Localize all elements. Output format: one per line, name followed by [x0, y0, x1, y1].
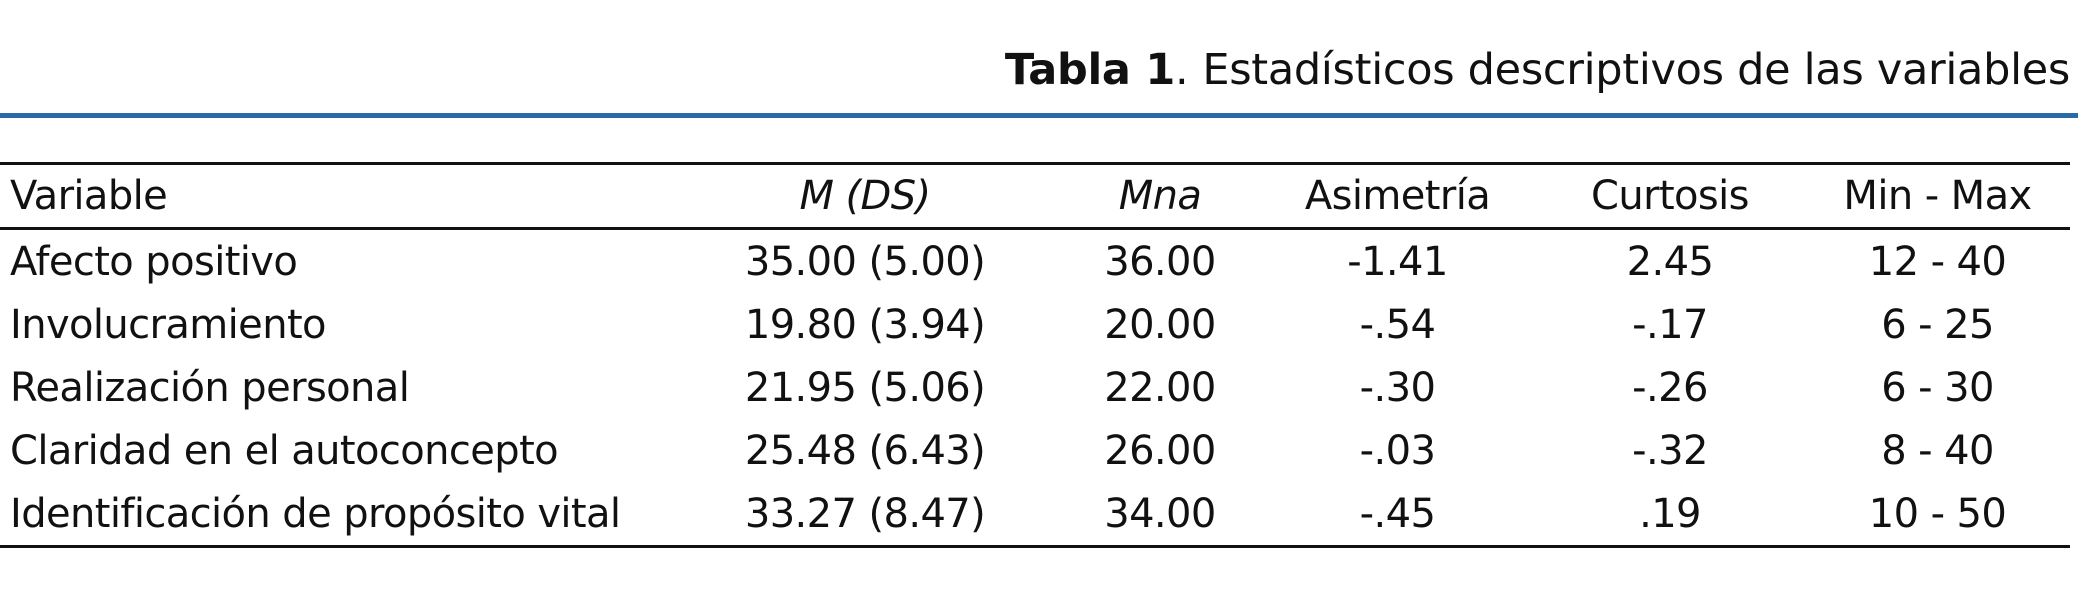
- cell-mean-sd: 19.80 (3.94): [744, 301, 986, 348]
- cell-skewness: -1.41: [1347, 238, 1448, 285]
- table-header-row: Variable M (DS) Mna Asimetría Curtosis M…: [0, 163, 2070, 229]
- descriptive-statistics-table: Variable M (DS) Mna Asimetría Curtosis M…: [0, 162, 2070, 548]
- caption-label: Tabla 1: [1004, 45, 1175, 95]
- header-kurtosis: Curtosis: [1591, 173, 1749, 219]
- cell-kurtosis: -.26: [1632, 364, 1708, 411]
- cell-skewness: -.45: [1359, 490, 1436, 537]
- caption-divider: [0, 113, 2078, 118]
- caption-separator: .: [1174, 45, 1189, 95]
- cell-median: 36.00: [1104, 238, 1216, 285]
- table-caption: Tabla 1. Estadísticos descriptivos de las…: [1005, 40, 2070, 100]
- cell-median: 26.00: [1104, 427, 1216, 474]
- cell-variable: Afecto positivo: [10, 238, 298, 285]
- cell-min-max: 8 - 40: [1881, 427, 1994, 474]
- caption-text: Estadísticos descriptivos de las variabl…: [1202, 45, 2070, 95]
- table-row: Realización personal 21.95 (5.06) 22.00 …: [0, 356, 2070, 419]
- cell-median: 20.00: [1104, 301, 1216, 348]
- header-median: Mna: [1118, 173, 1202, 219]
- header-mean-sd: M (DS): [799, 173, 931, 219]
- table-row: Claridad en el autoconcepto 25.48 (6.43)…: [0, 419, 2070, 482]
- cell-variable: Realización personal: [10, 364, 410, 411]
- cell-kurtosis: -.32: [1632, 427, 1708, 474]
- cell-median: 34.00: [1104, 490, 1216, 537]
- header-variable: Variable: [10, 173, 168, 219]
- cell-kurtosis: -.17: [1632, 301, 1708, 348]
- cell-mean-sd: 21.95 (5.06): [744, 364, 986, 411]
- cell-variable: Claridad en el autoconcepto: [10, 427, 559, 474]
- cell-min-max: 10 - 50: [1868, 490, 2007, 537]
- header-skewness: Asimetría: [1304, 173, 1491, 219]
- header-min-max: Min - Max: [1843, 173, 2032, 219]
- cell-kurtosis: 2.45: [1626, 238, 1714, 285]
- cell-min-max: 12 - 40: [1868, 238, 2007, 285]
- cell-skewness: -.03: [1359, 427, 1436, 474]
- cell-min-max: 6 - 25: [1881, 301, 1994, 348]
- table-row: Afecto positivo 35.00 (5.00) 36.00 -1.41…: [0, 229, 2070, 294]
- table-row: Identificación de propósito vital 33.27 …: [0, 482, 2070, 547]
- cell-skewness: -.54: [1359, 301, 1436, 348]
- cell-min-max: 6 - 30: [1881, 364, 1994, 411]
- cell-variable: Identificación de propósito vital: [10, 490, 621, 537]
- cell-kurtosis: .19: [1639, 490, 1701, 537]
- cell-skewness: -.30: [1359, 364, 1436, 411]
- cell-median: 22.00: [1104, 364, 1216, 411]
- cell-mean-sd: 25.48 (6.43): [744, 427, 986, 474]
- cell-mean-sd: 33.27 (8.47): [744, 490, 986, 537]
- table-row: Involucramiento 19.80 (3.94) 20.00 -.54 …: [0, 293, 2070, 356]
- cell-variable: Involucramiento: [10, 301, 327, 348]
- cell-mean-sd: 35.00 (5.00): [744, 238, 986, 285]
